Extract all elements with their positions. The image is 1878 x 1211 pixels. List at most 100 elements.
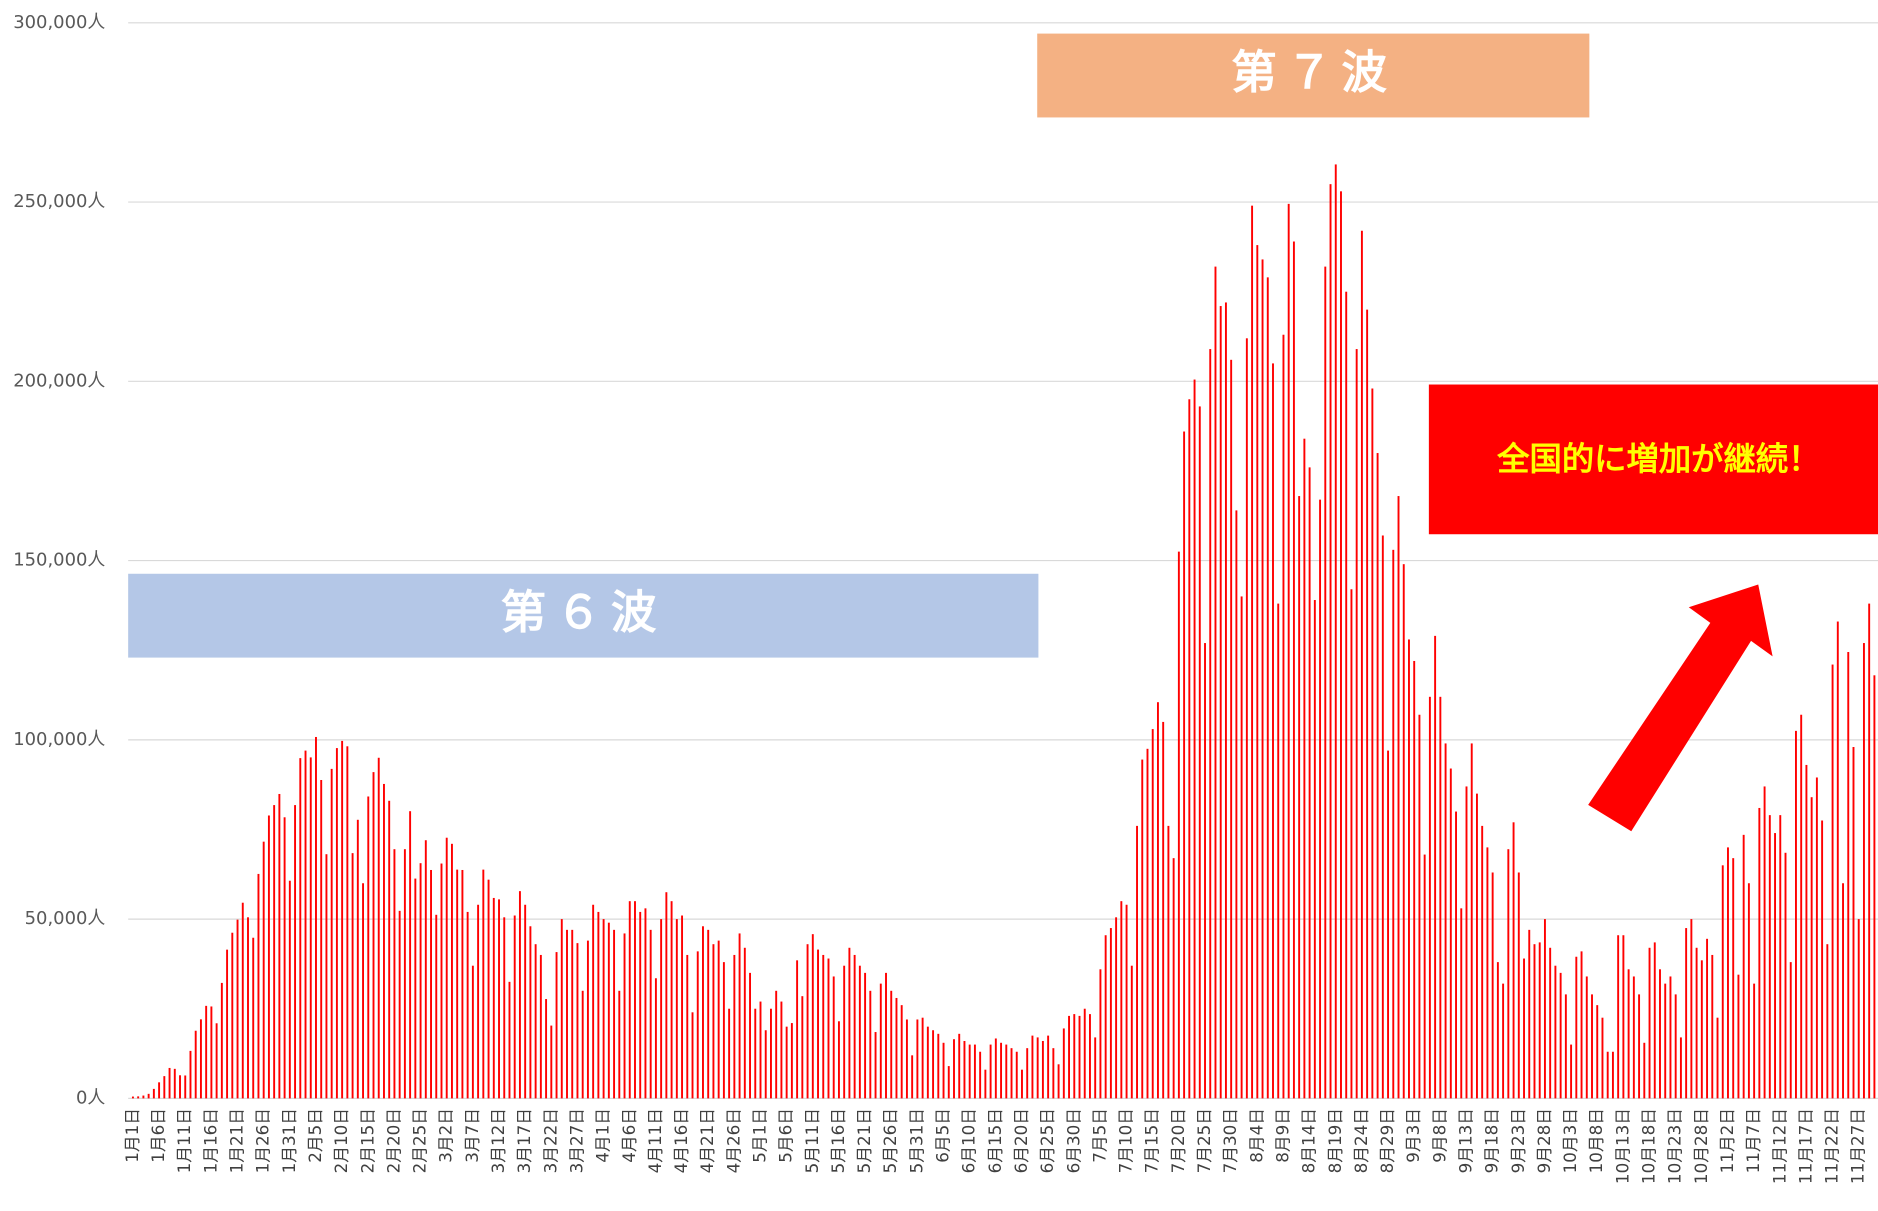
x-tick-label: 10月28日 [1691,1108,1711,1184]
bar [205,1005,208,1099]
x-tick-label: 2月15日 [357,1108,377,1173]
bar [592,904,595,1099]
bar [1763,786,1766,1099]
bar [1345,291,1348,1099]
bar [1125,904,1128,1099]
x-tick-label: 9月13日 [1455,1108,1475,1173]
bar [1831,664,1834,1099]
bar [775,990,778,1099]
x-tick-label: 4月1日 [593,1108,613,1163]
grid [128,22,1878,1099]
bar [1423,854,1426,1099]
bar [1324,266,1327,1099]
bar [273,805,276,1099]
x-tick-label: 8月14日 [1299,1108,1319,1173]
bar [534,944,537,1099]
bar [1795,730,1797,1099]
bar [231,932,234,1099]
bar [1585,976,1588,1099]
bar [1721,865,1724,1099]
x-tick-label: 10月18日 [1639,1108,1659,1184]
bar [325,854,328,1099]
x-tick-label: 5月31日 [906,1108,926,1173]
bar [1643,1042,1646,1099]
bar [158,1082,161,1099]
bar [639,911,642,1099]
bar [550,1025,553,1099]
bar [1428,696,1431,1099]
bar [1700,960,1703,1099]
bar [1235,510,1238,1099]
bar [184,1075,187,1099]
bar [356,819,359,1099]
bar [586,940,589,1099]
bar [848,947,851,1099]
bar [1256,245,1259,1099]
bar [1062,1028,1065,1099]
bar [1183,431,1186,1099]
bar [1251,205,1254,1099]
bar [1512,822,1515,1099]
bar [1334,164,1337,1099]
bar [790,1023,793,1099]
bar [660,919,663,1099]
bar [1151,729,1154,1099]
bar [1313,600,1316,1099]
bar [163,1076,166,1099]
x-tick-label: 3月27日 [566,1108,586,1173]
bar [1292,241,1295,1099]
wave6-box [128,573,1039,658]
bar [189,1050,192,1099]
bar [440,863,443,1099]
bar [524,904,527,1099]
bar [1277,603,1280,1099]
bar [1564,994,1567,1099]
bar [722,962,725,1099]
bar [1099,969,1102,1099]
bar [1089,1014,1091,1099]
bar [503,917,506,1099]
bar [1465,786,1468,1099]
bar [728,1008,731,1099]
bar [963,1040,966,1099]
bar [968,1044,971,1099]
x-tick-label: 9月28日 [1534,1108,1554,1173]
x-tick-label: 7月30日 [1220,1108,1240,1173]
bar [796,960,799,1099]
bar [341,740,344,1099]
bar [1868,603,1871,1099]
bar [1533,944,1536,1099]
bar [989,1044,992,1099]
bar [362,883,365,1099]
x-tick-label: 4月11日 [645,1108,665,1173]
x-tick-label: 1月31日 [279,1108,299,1173]
bar [409,811,412,1099]
bar [1737,974,1740,1099]
bar [330,768,333,1099]
bar [492,897,495,1099]
x-tick-label: 5月21日 [854,1108,874,1173]
bar [466,911,469,1099]
bar [1172,858,1175,1099]
x-tick-label: 5月6日 [776,1108,796,1163]
bar [696,951,699,1099]
bar [921,1017,924,1099]
bar [383,783,385,1099]
bar [1470,743,1473,1099]
bar [1455,811,1457,1099]
bar [613,929,616,1099]
bar [1685,928,1688,1099]
bar [717,940,720,1099]
bar [1695,947,1698,1099]
bar [958,1033,961,1099]
bar [1329,184,1332,1099]
bar [299,758,302,1099]
x-tick-label: 10月13日 [1612,1108,1632,1184]
bar [1005,1044,1008,1099]
x-tick-label: 3月7日 [462,1108,482,1163]
bar [1444,743,1447,1099]
x-tick-label: 9月23日 [1508,1108,1528,1173]
bar [1716,1017,1719,1099]
x-tick-label: 8月29日 [1377,1108,1397,1173]
bar [419,863,422,1099]
